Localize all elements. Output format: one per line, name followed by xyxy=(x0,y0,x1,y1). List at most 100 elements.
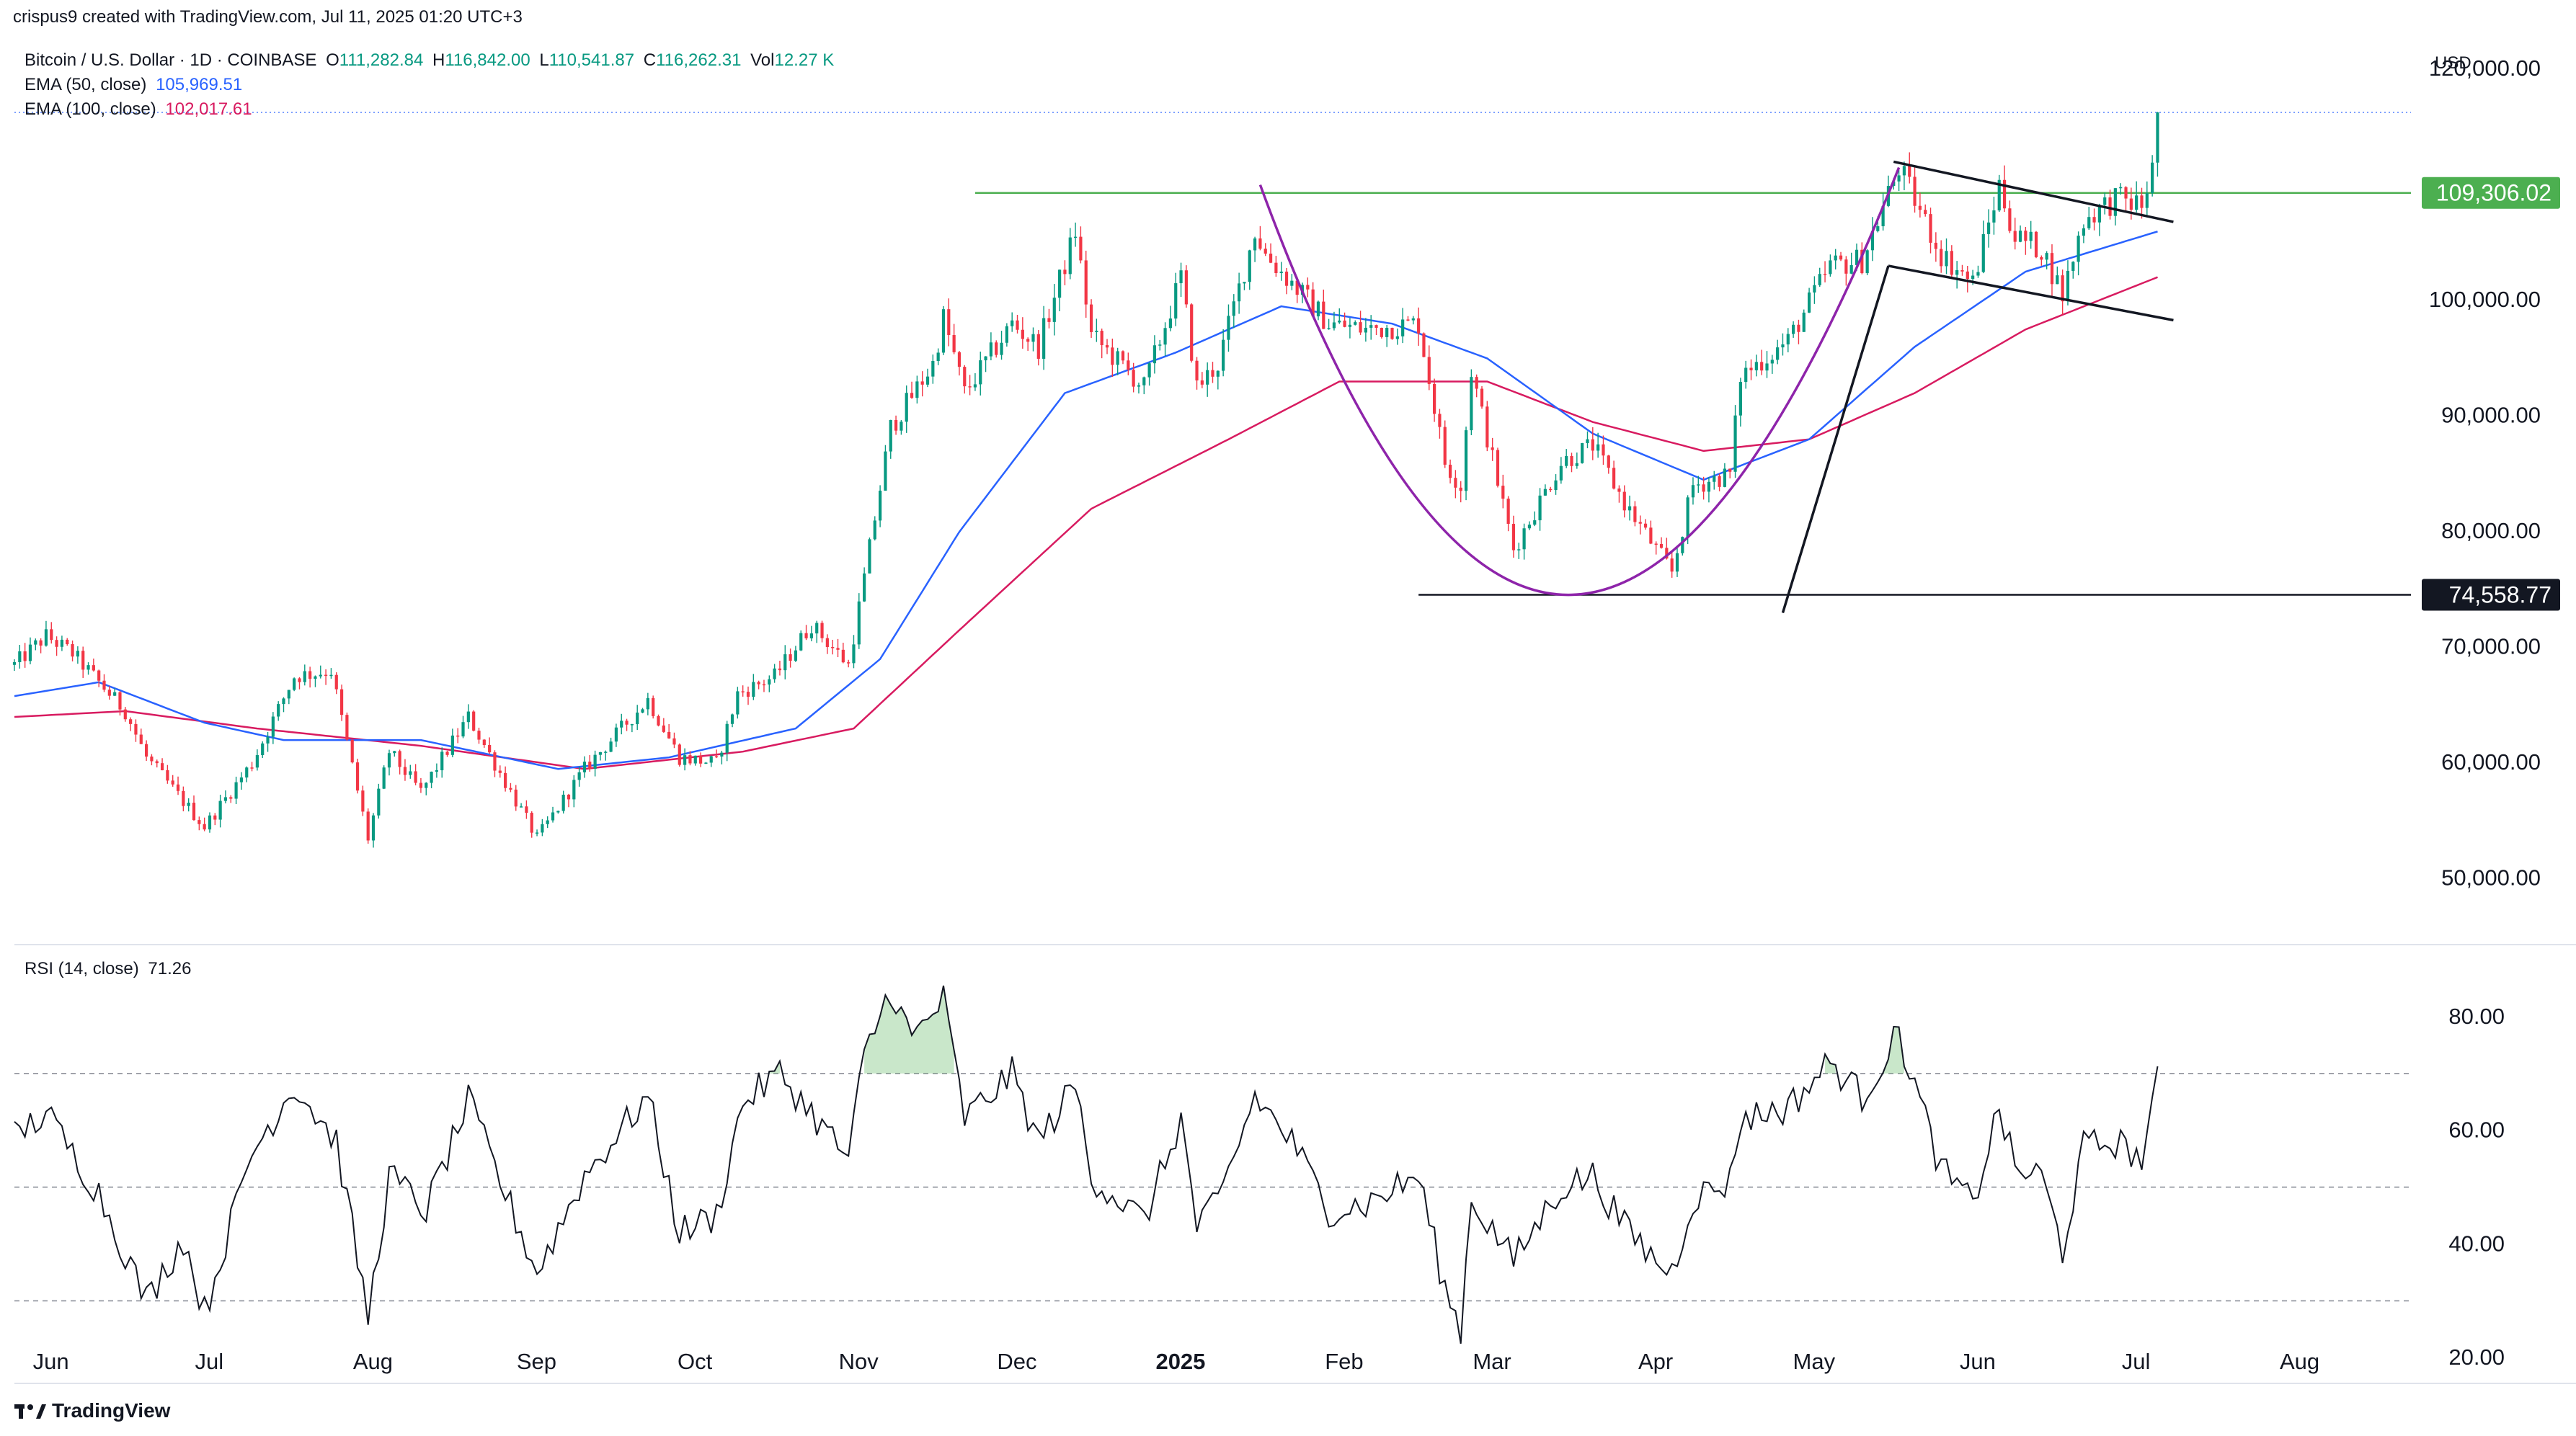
ema50-label: EMA (50, close) xyxy=(25,75,147,94)
tradingview-brand: TradingView xyxy=(52,1399,171,1422)
candle-body-down xyxy=(1306,285,1310,290)
candle-body-up xyxy=(614,727,618,742)
candle-body-down xyxy=(1406,319,1410,321)
candle-body-down xyxy=(1190,304,1194,361)
candle-body-up xyxy=(973,384,977,388)
price-axis-tick-label: 100,000.00 xyxy=(2429,287,2541,312)
candle-body-up xyxy=(1068,237,1072,275)
candle-body-down xyxy=(1501,486,1505,499)
candle-body-down xyxy=(1670,558,1674,572)
candle-body-down xyxy=(1966,271,1969,280)
candle-body-down xyxy=(2008,208,2012,231)
candle-body-up xyxy=(1332,322,1336,329)
candle-body-up xyxy=(271,716,275,737)
candle-body-up xyxy=(1316,301,1320,317)
candle-body-down xyxy=(1665,548,1669,559)
candle-body-up xyxy=(551,812,555,821)
candle-body-up xyxy=(1754,362,1758,370)
candle-body-down xyxy=(1480,388,1484,407)
candle-body-down xyxy=(1438,414,1442,427)
candle-body-up xyxy=(535,832,539,834)
candle-body-down xyxy=(1195,360,1199,380)
candle-body-down xyxy=(1417,318,1421,334)
candle-body-down xyxy=(1258,238,1262,249)
candle-body-down xyxy=(1485,406,1489,447)
candle-body-down xyxy=(361,790,365,812)
candle-body-down xyxy=(1459,487,1462,491)
candle-body-up xyxy=(440,752,444,771)
candle-body-up xyxy=(1713,476,1716,482)
candle-body-down xyxy=(197,820,201,824)
candle-body-down xyxy=(1839,255,1843,260)
candle-body-down xyxy=(308,671,312,679)
price-axis-tick-label: 90,000.00 xyxy=(2441,403,2541,428)
candle-body-up xyxy=(1945,251,1948,267)
candle-body-down xyxy=(1047,318,1051,322)
candle-body-down xyxy=(1823,274,1827,275)
candle-body-up xyxy=(1543,489,1547,496)
close-value: 116,262.31 xyxy=(656,50,742,70)
candle-body-down xyxy=(1432,383,1436,414)
vol-value: 12.27 K xyxy=(774,50,835,70)
candle-body-up xyxy=(2113,188,2117,216)
candle-body-up xyxy=(2145,193,2149,208)
candle-body-down xyxy=(757,682,760,684)
candle-body-up xyxy=(239,777,244,782)
candle-body-up xyxy=(593,754,597,769)
price-axis-tick-label: 70,000.00 xyxy=(2441,634,2541,659)
candle-body-down xyxy=(1570,455,1573,466)
candle-body-up xyxy=(208,815,212,830)
candle-body-up xyxy=(936,352,940,362)
candle-body-up xyxy=(1464,430,1468,491)
candle-body-down xyxy=(2002,179,2007,209)
time-axis-label: Sep xyxy=(517,1349,556,1374)
candle-body-up xyxy=(1522,528,1526,550)
candle-body-up xyxy=(730,714,734,724)
candle-body-down xyxy=(831,646,835,648)
candle-body-down xyxy=(123,709,127,720)
candle-body-up xyxy=(223,797,228,801)
candle-body-up xyxy=(1116,351,1119,365)
candle-body-down xyxy=(97,670,101,681)
candle-body-up xyxy=(736,691,740,715)
candle-body-up xyxy=(218,800,222,820)
candle-body-down xyxy=(1132,370,1135,387)
candle-body-up xyxy=(1897,175,1901,182)
candle-body-down xyxy=(1506,499,1510,525)
candle-body-up xyxy=(282,698,285,705)
candle-body-down xyxy=(366,811,370,841)
candle-body-up xyxy=(1765,363,1769,371)
candle-body-down xyxy=(1448,464,1452,478)
flag-lower-line xyxy=(1888,264,2174,322)
candle-body-up xyxy=(1238,283,1241,302)
candle-body-up xyxy=(2066,270,2070,302)
ema50-line xyxy=(14,231,2158,770)
candle-body-up xyxy=(393,751,396,754)
price-axis-tick-label: 120,000.00 xyxy=(2429,55,2541,81)
candle-body-down xyxy=(472,711,476,731)
candle-body-up xyxy=(725,723,729,753)
time-axis-label: Apr xyxy=(1638,1349,1673,1374)
candle-body-down xyxy=(825,638,829,647)
candle-body-down xyxy=(2140,195,2144,208)
candle-body-up xyxy=(1865,250,1869,274)
candle-body-up xyxy=(1000,342,1003,355)
candle-body-up xyxy=(1792,324,1795,334)
symbol-legend: Bitcoin / U.S. Dollar · 1D · COINBASE O1… xyxy=(25,50,838,71)
candle-body-down xyxy=(150,757,154,762)
candle-body-down xyxy=(1263,249,1267,254)
candle-body-up xyxy=(1348,324,1352,327)
candle-body-up xyxy=(60,639,64,647)
candle-body-up xyxy=(2045,253,2048,260)
candle-body-up xyxy=(879,490,882,521)
rsi-axis-tick-label: 80.00 xyxy=(2448,1004,2505,1029)
candle-body-down xyxy=(1511,524,1516,550)
candle-body-up xyxy=(1955,269,1959,275)
candle-body-up xyxy=(905,393,908,422)
candle-body-up xyxy=(900,422,903,431)
candle-body-up xyxy=(1807,292,1811,313)
candle-body-down xyxy=(1702,484,1705,492)
candle-body-down xyxy=(1633,506,1637,522)
candle-body-up xyxy=(1770,360,1774,364)
candle-body-down xyxy=(525,806,528,813)
